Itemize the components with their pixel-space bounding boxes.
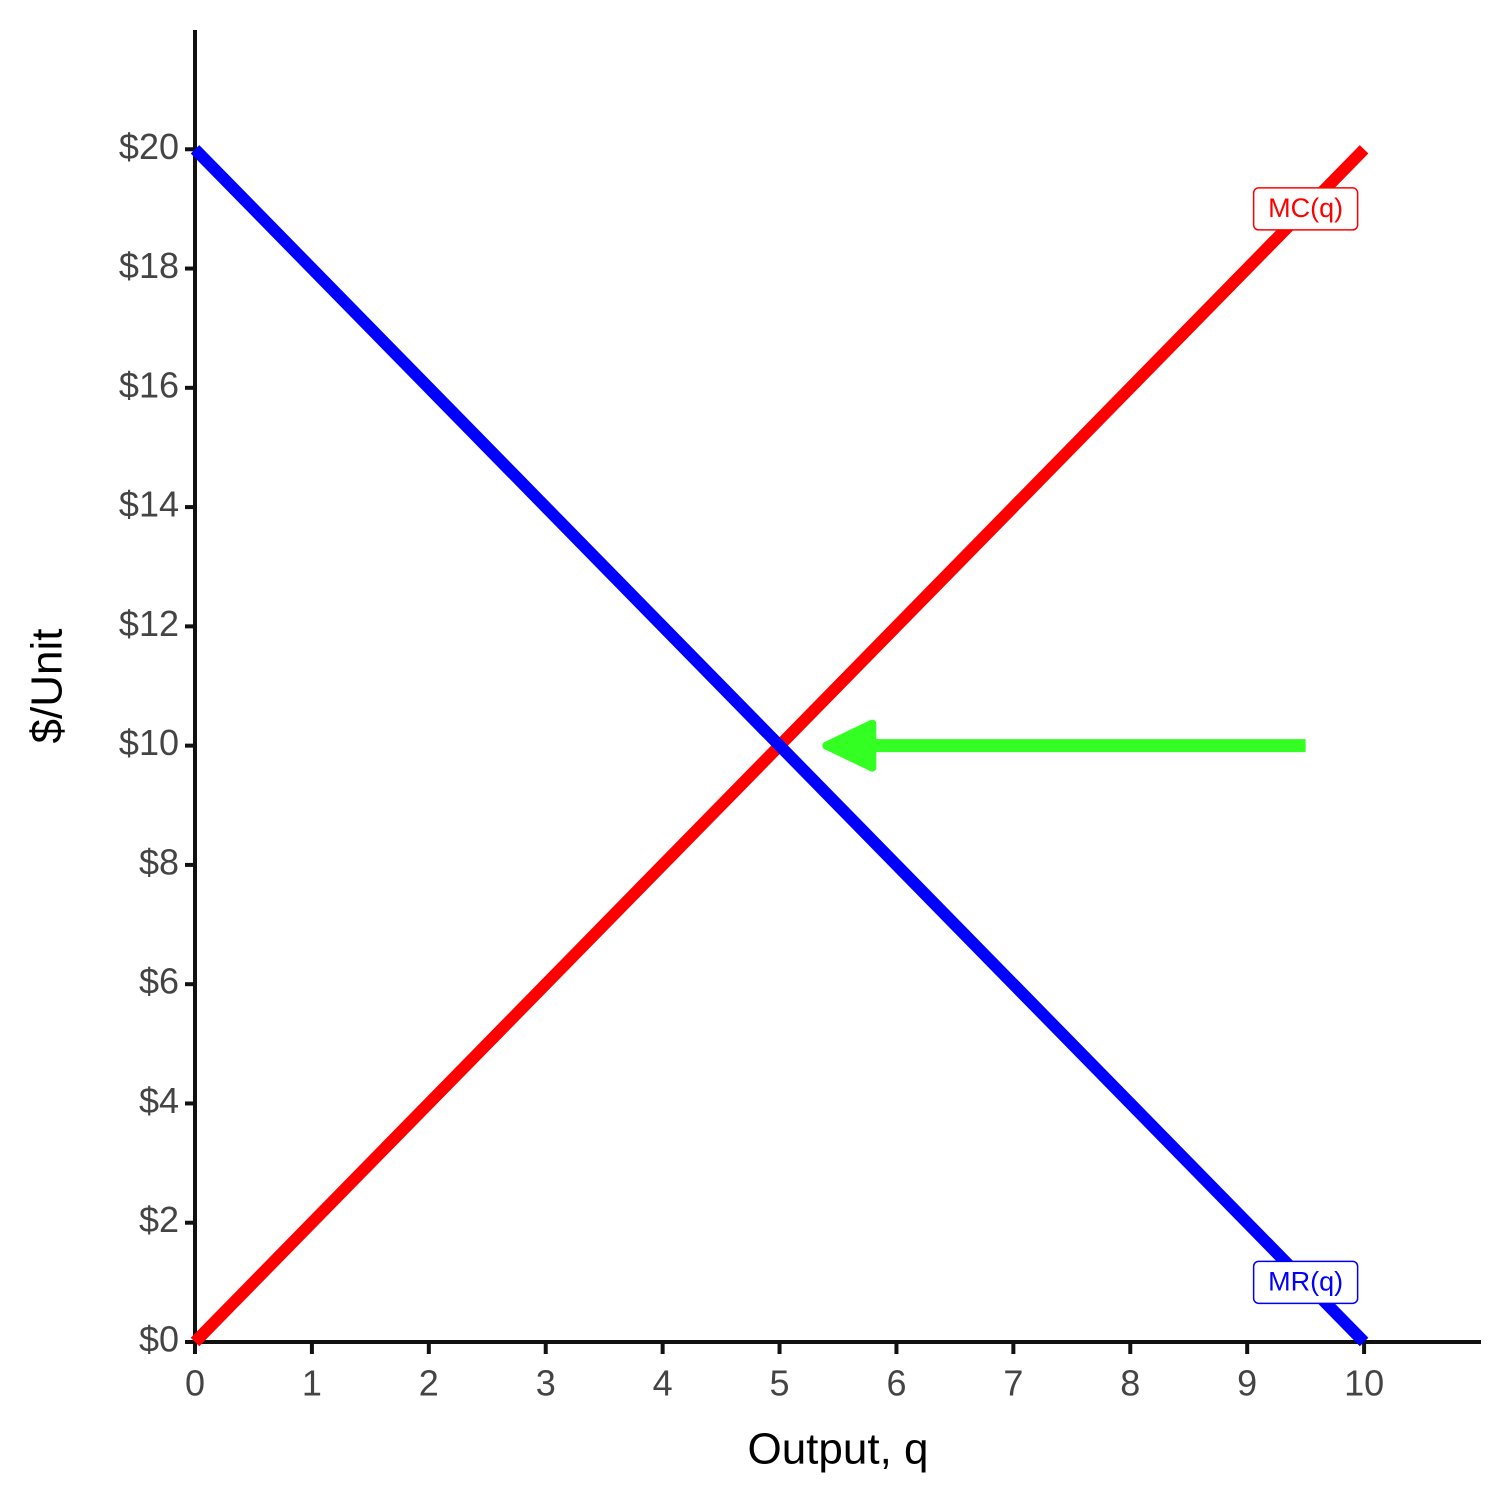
- y-tick-label: $0: [139, 1319, 179, 1360]
- x-axis-title: Output, q: [747, 1425, 928, 1474]
- series-label-box: [1252, 1260, 1359, 1305]
- x-tick-label: 8: [1120, 1363, 1140, 1404]
- x-tick-label: 2: [419, 1363, 439, 1404]
- x-tick-label: 1: [302, 1363, 322, 1404]
- y-tick-label: $16: [119, 364, 179, 405]
- series-label: MC(q): [1268, 193, 1343, 223]
- y-tick-label: $10: [119, 722, 179, 763]
- x-tick-label: 0: [185, 1363, 205, 1404]
- x-tick-label: 7: [1003, 1363, 1023, 1404]
- x-tick-label: 4: [653, 1363, 673, 1404]
- y-tick-label: $2: [139, 1199, 179, 1240]
- x-tick-label: 6: [886, 1363, 906, 1404]
- arrow-head: [822, 719, 877, 772]
- y-tick-label: $14: [119, 484, 179, 525]
- y-tick-label: $18: [119, 245, 179, 286]
- y-tick-label: $20: [119, 126, 179, 167]
- line-series: [190, 145, 1369, 1347]
- y-tick-label: $12: [119, 603, 179, 644]
- x-tick-label: 10: [1344, 1363, 1384, 1404]
- y-tick-label: $8: [139, 841, 179, 882]
- y-tick-label: $4: [139, 1080, 179, 1121]
- x-tick-label: 5: [770, 1363, 790, 1404]
- y-axis-title: $/Unit: [23, 629, 72, 744]
- x-tick-label: 3: [536, 1363, 556, 1404]
- series-label-box: [1252, 187, 1359, 231]
- y-tick-label: $6: [139, 961, 179, 1002]
- x-tick-label: 9: [1237, 1363, 1257, 1404]
- series-label: MR(q): [1268, 1266, 1343, 1296]
